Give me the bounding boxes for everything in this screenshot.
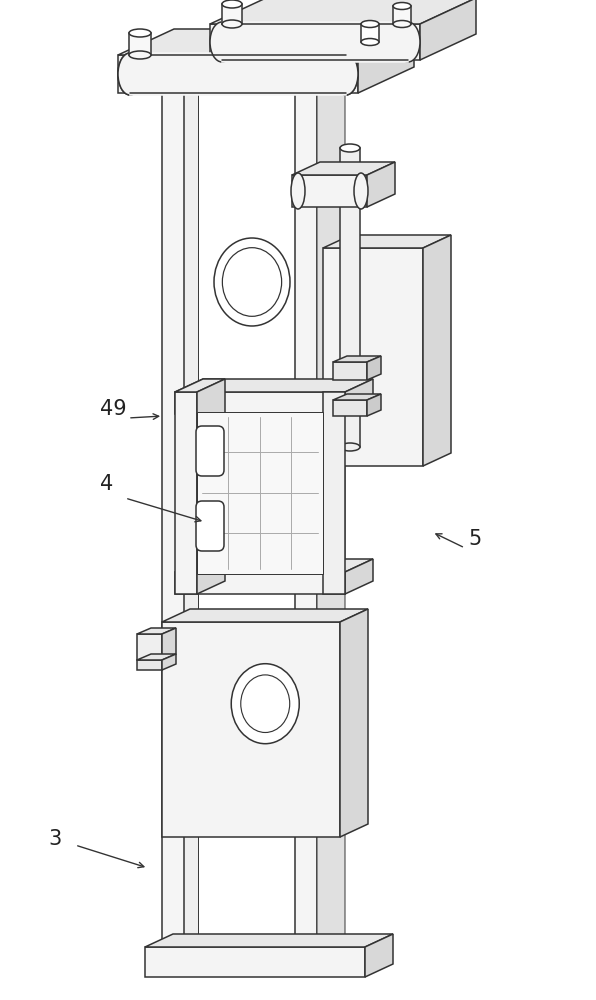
Polygon shape — [345, 379, 373, 414]
Polygon shape — [367, 394, 381, 416]
Ellipse shape — [214, 238, 290, 326]
Polygon shape — [197, 412, 323, 574]
Polygon shape — [317, 22, 345, 975]
Polygon shape — [175, 392, 345, 414]
Polygon shape — [333, 362, 367, 380]
Polygon shape — [162, 622, 340, 837]
Polygon shape — [137, 634, 162, 660]
Polygon shape — [393, 6, 411, 24]
Text: 5: 5 — [468, 529, 481, 549]
FancyBboxPatch shape — [196, 501, 224, 551]
Ellipse shape — [222, 0, 242, 8]
Text: 4: 4 — [100, 474, 113, 494]
Ellipse shape — [340, 144, 360, 152]
Polygon shape — [130, 53, 346, 95]
Polygon shape — [361, 24, 379, 42]
Ellipse shape — [210, 22, 234, 62]
Polygon shape — [176, 35, 198, 975]
Polygon shape — [333, 400, 367, 416]
Polygon shape — [145, 947, 365, 977]
Polygon shape — [309, 35, 331, 975]
Polygon shape — [162, 628, 176, 660]
Polygon shape — [323, 235, 451, 248]
Text: 49: 49 — [100, 399, 126, 419]
Ellipse shape — [291, 173, 305, 209]
Polygon shape — [323, 248, 423, 466]
Polygon shape — [162, 609, 368, 622]
Ellipse shape — [222, 20, 242, 28]
Polygon shape — [340, 609, 368, 837]
Ellipse shape — [129, 51, 151, 59]
Ellipse shape — [129, 29, 151, 37]
Ellipse shape — [241, 675, 290, 732]
Ellipse shape — [334, 53, 358, 95]
Ellipse shape — [361, 20, 379, 27]
Ellipse shape — [340, 443, 360, 451]
Polygon shape — [210, 0, 476, 24]
Polygon shape — [175, 559, 373, 572]
Polygon shape — [333, 356, 381, 362]
Ellipse shape — [231, 664, 299, 744]
Text: 3: 3 — [48, 829, 61, 849]
Ellipse shape — [396, 22, 420, 62]
Polygon shape — [175, 392, 197, 594]
Polygon shape — [137, 654, 176, 660]
Ellipse shape — [361, 38, 379, 45]
Ellipse shape — [118, 53, 142, 95]
Polygon shape — [222, 22, 408, 62]
Polygon shape — [162, 35, 184, 975]
Ellipse shape — [222, 248, 282, 316]
Polygon shape — [323, 392, 345, 594]
Polygon shape — [145, 934, 393, 947]
Polygon shape — [345, 559, 373, 594]
Polygon shape — [210, 24, 420, 60]
Ellipse shape — [118, 53, 142, 95]
Polygon shape — [175, 379, 373, 392]
Polygon shape — [222, 4, 242, 24]
Polygon shape — [162, 654, 176, 670]
Polygon shape — [137, 628, 176, 634]
Polygon shape — [295, 35, 317, 975]
Polygon shape — [129, 33, 151, 55]
Polygon shape — [175, 379, 225, 392]
Polygon shape — [358, 29, 414, 93]
Polygon shape — [197, 379, 225, 594]
Polygon shape — [423, 235, 451, 466]
Polygon shape — [333, 394, 381, 400]
Ellipse shape — [354, 173, 368, 209]
Polygon shape — [137, 660, 162, 670]
Polygon shape — [365, 934, 393, 977]
Polygon shape — [420, 0, 476, 60]
Polygon shape — [367, 356, 381, 380]
Polygon shape — [292, 162, 395, 175]
Polygon shape — [118, 55, 358, 93]
Ellipse shape — [393, 2, 411, 9]
Polygon shape — [340, 148, 360, 447]
Polygon shape — [292, 175, 367, 207]
Ellipse shape — [334, 53, 358, 95]
Polygon shape — [118, 29, 414, 55]
Polygon shape — [367, 162, 395, 207]
FancyBboxPatch shape — [196, 426, 224, 476]
Polygon shape — [175, 572, 345, 594]
Ellipse shape — [393, 20, 411, 27]
